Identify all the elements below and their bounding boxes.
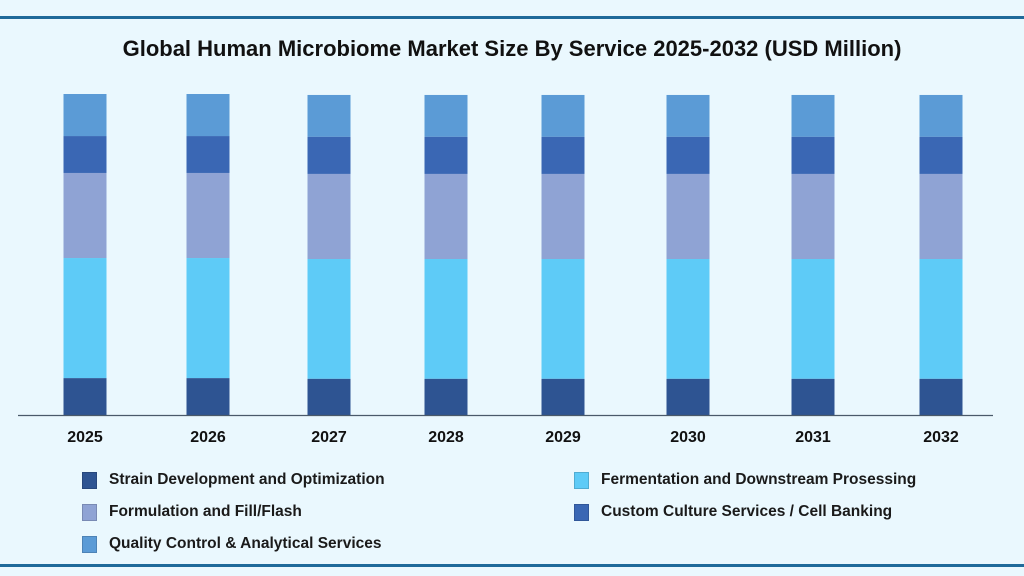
bar-segment-2031-0 [791, 378, 835, 415]
bar-segment-2027-1 [307, 258, 351, 379]
bar-segment-2032-0 [919, 378, 963, 415]
bar-segment-2028-1 [424, 258, 468, 379]
bar-segment-2029-0 [541, 378, 585, 415]
bar-segment-2028-3 [424, 136, 468, 174]
chart-title: Global Human Microbiome Market Size By S… [122, 36, 902, 61]
bar-segment-2027-4 [307, 94, 351, 137]
bar-segment-2030-3 [666, 136, 710, 174]
legend-label: Fermentation and Downstream Prosessing [601, 471, 917, 488]
bar-segment-2029-4 [541, 94, 585, 137]
legend-item: Strain Development and Optimization [82, 471, 385, 489]
legend-item: Fermentation and Downstream Prosessing [574, 471, 916, 489]
legend-swatch [574, 471, 589, 489]
legend-swatch [574, 503, 589, 521]
bar-segment-2030-2 [666, 173, 710, 259]
x-tick-label: 2032 [923, 429, 959, 446]
bar-segment-2028-2 [424, 173, 468, 259]
bar-segment-2030-1 [666, 258, 710, 379]
bar-segment-2025-3 [63, 136, 107, 173]
legend-label: Formulation and Fill/Flash [109, 503, 302, 520]
bar-segment-2027-2 [307, 173, 351, 259]
bar-segment-2031-2 [791, 173, 835, 259]
legend-swatch [82, 535, 97, 553]
bar-segment-2032-1 [919, 258, 963, 379]
bar-segment-2025-2 [63, 172, 107, 259]
bar-segment-2026-0 [186, 378, 230, 415]
bar-segment-2026-2 [186, 172, 230, 259]
legend-swatch [82, 503, 97, 521]
legend-swatch [82, 471, 97, 489]
x-tick-label: 2027 [311, 429, 347, 446]
bar-segment-2027-0 [307, 378, 351, 415]
bar-segment-2029-3 [541, 136, 585, 174]
x-tick-label: 2026 [190, 429, 226, 446]
bar-segment-2025-4 [63, 94, 107, 137]
legend-item: Quality Control & Analytical Services [82, 535, 381, 553]
bar-segment-2032-2 [919, 173, 963, 259]
bar-segment-2027-3 [307, 136, 351, 174]
x-tick-label: 2025 [67, 429, 103, 446]
bar-segment-2031-3 [791, 136, 835, 174]
bar-segment-2026-3 [186, 136, 230, 173]
legend-label: Custom Culture Services / Cell Banking [601, 503, 893, 520]
bar-segment-2030-0 [666, 378, 710, 415]
legend-item: Custom Culture Services / Cell Banking [574, 503, 892, 521]
x-tick-label: 2028 [428, 429, 464, 446]
bar-segment-2032-4 [919, 94, 963, 137]
bar-segment-2032-3 [919, 136, 963, 174]
legend-item: Formulation and Fill/Flash [82, 503, 302, 521]
legend-label: Strain Development and Optimization [109, 471, 385, 488]
bar-segment-2025-1 [63, 258, 107, 379]
bar-segment-2028-4 [424, 94, 468, 137]
bar-segment-2026-4 [186, 94, 230, 137]
top-border [0, 16, 1024, 19]
bar-segment-2029-2 [541, 173, 585, 259]
bar-segment-2028-0 [424, 378, 468, 415]
x-tick-label: 2029 [545, 429, 581, 446]
bar-segment-2031-1 [791, 258, 835, 379]
x-tick-label: 2030 [670, 429, 706, 446]
x-tick-label: 2031 [795, 429, 831, 446]
bar-segment-2026-1 [186, 258, 230, 379]
bottom-border [0, 564, 1024, 567]
bar-segment-2029-1 [541, 258, 585, 379]
bar-segment-2025-0 [63, 378, 107, 415]
legend-label: Quality Control & Analytical Services [109, 535, 382, 552]
bar-segment-2031-4 [791, 94, 835, 137]
bar-segment-2030-4 [666, 94, 710, 137]
